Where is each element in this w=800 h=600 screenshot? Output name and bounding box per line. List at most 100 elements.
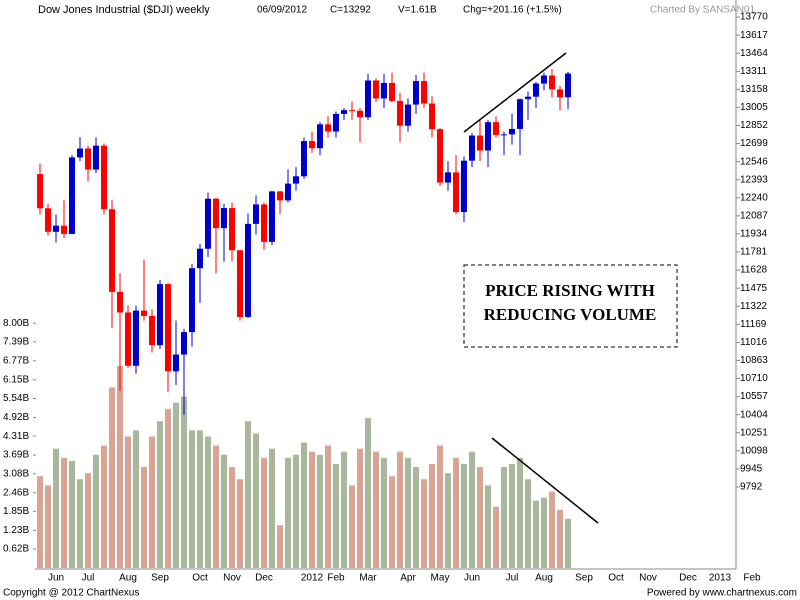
candle-body [421, 81, 427, 104]
x-tick-label: 2013 [709, 573, 732, 584]
x-tick-label: Dec [255, 573, 273, 584]
x-tick-label: Aug [119, 573, 137, 584]
x-tick-label: Feb [327, 573, 345, 584]
candle-body [173, 354, 179, 372]
volume-bar [157, 421, 163, 568]
candle-body [85, 148, 91, 170]
chart-title: Dow Jones Industrial ($DJI) weekly [38, 4, 210, 16]
candle-body [53, 225, 59, 232]
y-tick-label: 10710 [740, 373, 768, 384]
y-tick-label: 13158 [740, 84, 768, 95]
y2-tick-label: 4.31B [3, 431, 29, 442]
candle-body [69, 157, 75, 234]
candle-body [445, 172, 451, 183]
volume-bar [485, 485, 491, 568]
x-tick-label: Apr [400, 573, 416, 584]
volume-bar [533, 500, 539, 568]
volume-bar [85, 473, 91, 568]
x-tick-label: Oct [192, 573, 208, 584]
candle-body [141, 310, 147, 316]
volume-bar [93, 454, 99, 568]
y-tick-label: 9945 [740, 464, 763, 475]
candle-body [77, 148, 83, 158]
volume-bar [221, 454, 227, 568]
volume-bar [173, 402, 179, 568]
y-tick-label: 13311 [740, 66, 768, 77]
candle-body [45, 208, 51, 232]
volume-bar [525, 479, 531, 568]
candle-body [285, 183, 291, 201]
volume-bar [229, 467, 235, 568]
volume-bar [453, 457, 459, 568]
volume-bar [213, 445, 219, 568]
y2-tick-label: 5.54B [3, 393, 29, 404]
candle-body [269, 191, 275, 242]
candle-body [301, 141, 307, 177]
y-tick-label: 11628 [740, 265, 768, 276]
y-tick-label: 13464 [740, 48, 768, 59]
volume-bar [437, 445, 443, 568]
volume-bar [125, 436, 131, 568]
candle-body [381, 82, 387, 99]
x-tick-label: Jun [464, 573, 480, 584]
volume-bar [477, 467, 483, 568]
volume-bar [517, 457, 523, 568]
y2-tick-label: 0.62B [3, 544, 29, 555]
y-tick-label: 12240 [740, 192, 768, 203]
volume-bar [285, 457, 291, 568]
y2-tick-label: 3.08B [3, 468, 29, 479]
volume-bar [277, 525, 283, 568]
y-tick-label: 9792 [740, 482, 763, 493]
candle-body [533, 83, 539, 97]
y-tick-label: 11322 [740, 301, 768, 312]
volume-bar [501, 467, 507, 568]
volume-bar [53, 448, 59, 568]
volume-bar [181, 396, 187, 568]
candle-body [325, 124, 331, 132]
volume-bar [333, 463, 339, 568]
y-tick-label: 10404 [740, 409, 768, 420]
y-tick-label: 11169 [740, 319, 767, 330]
volume-bar [101, 445, 107, 568]
y-tick-label: 10863 [740, 355, 768, 366]
y-tick-label: 11475 [740, 283, 768, 294]
candle-body [477, 135, 483, 151]
volume-bar [381, 457, 387, 568]
y2-tick-label: 3.69B [3, 450, 29, 461]
volume-bar [389, 476, 395, 568]
volume-bar [317, 454, 323, 568]
trend-line-volume [491, 437, 599, 524]
x-tick-label: 2012 [301, 573, 324, 584]
volume-bar [509, 463, 515, 568]
y-tick-label: 11016 [740, 337, 768, 348]
x-tick-label: Jun [48, 573, 64, 584]
candle-body [309, 141, 315, 149]
y-tick-label: 12852 [740, 120, 768, 131]
volume-bar [261, 457, 267, 568]
volume-bar [69, 460, 75, 568]
y2-tick-label: 8.00B [3, 318, 29, 329]
candle-body [101, 145, 107, 210]
y-tick-label: 13617 [740, 30, 768, 41]
candle-body [125, 312, 131, 366]
plot-area: 13770 13617 13464 13311 13158 13005 12852 12699… [3, 12, 768, 584]
volume-bar [421, 479, 427, 568]
candle-body [333, 113, 339, 132]
x-tick-label: Nov [223, 573, 241, 584]
volume-bar [445, 473, 451, 568]
volume-bar [205, 436, 211, 568]
candle-body [165, 284, 171, 372]
y-tick-label: 11934 [740, 229, 768, 240]
candle-body [493, 122, 499, 135]
candle-body [357, 110, 363, 118]
y2-tick-label: 1.85B [3, 506, 29, 517]
y-tick-label: 13005 [740, 102, 768, 113]
x-tick-label: Aug [535, 573, 553, 584]
candle-body [37, 174, 43, 209]
header-date: 06/09/2012 [257, 5, 307, 16]
candle-body [349, 110, 355, 112]
volume-bar [61, 457, 67, 568]
volume-bar [245, 421, 251, 568]
